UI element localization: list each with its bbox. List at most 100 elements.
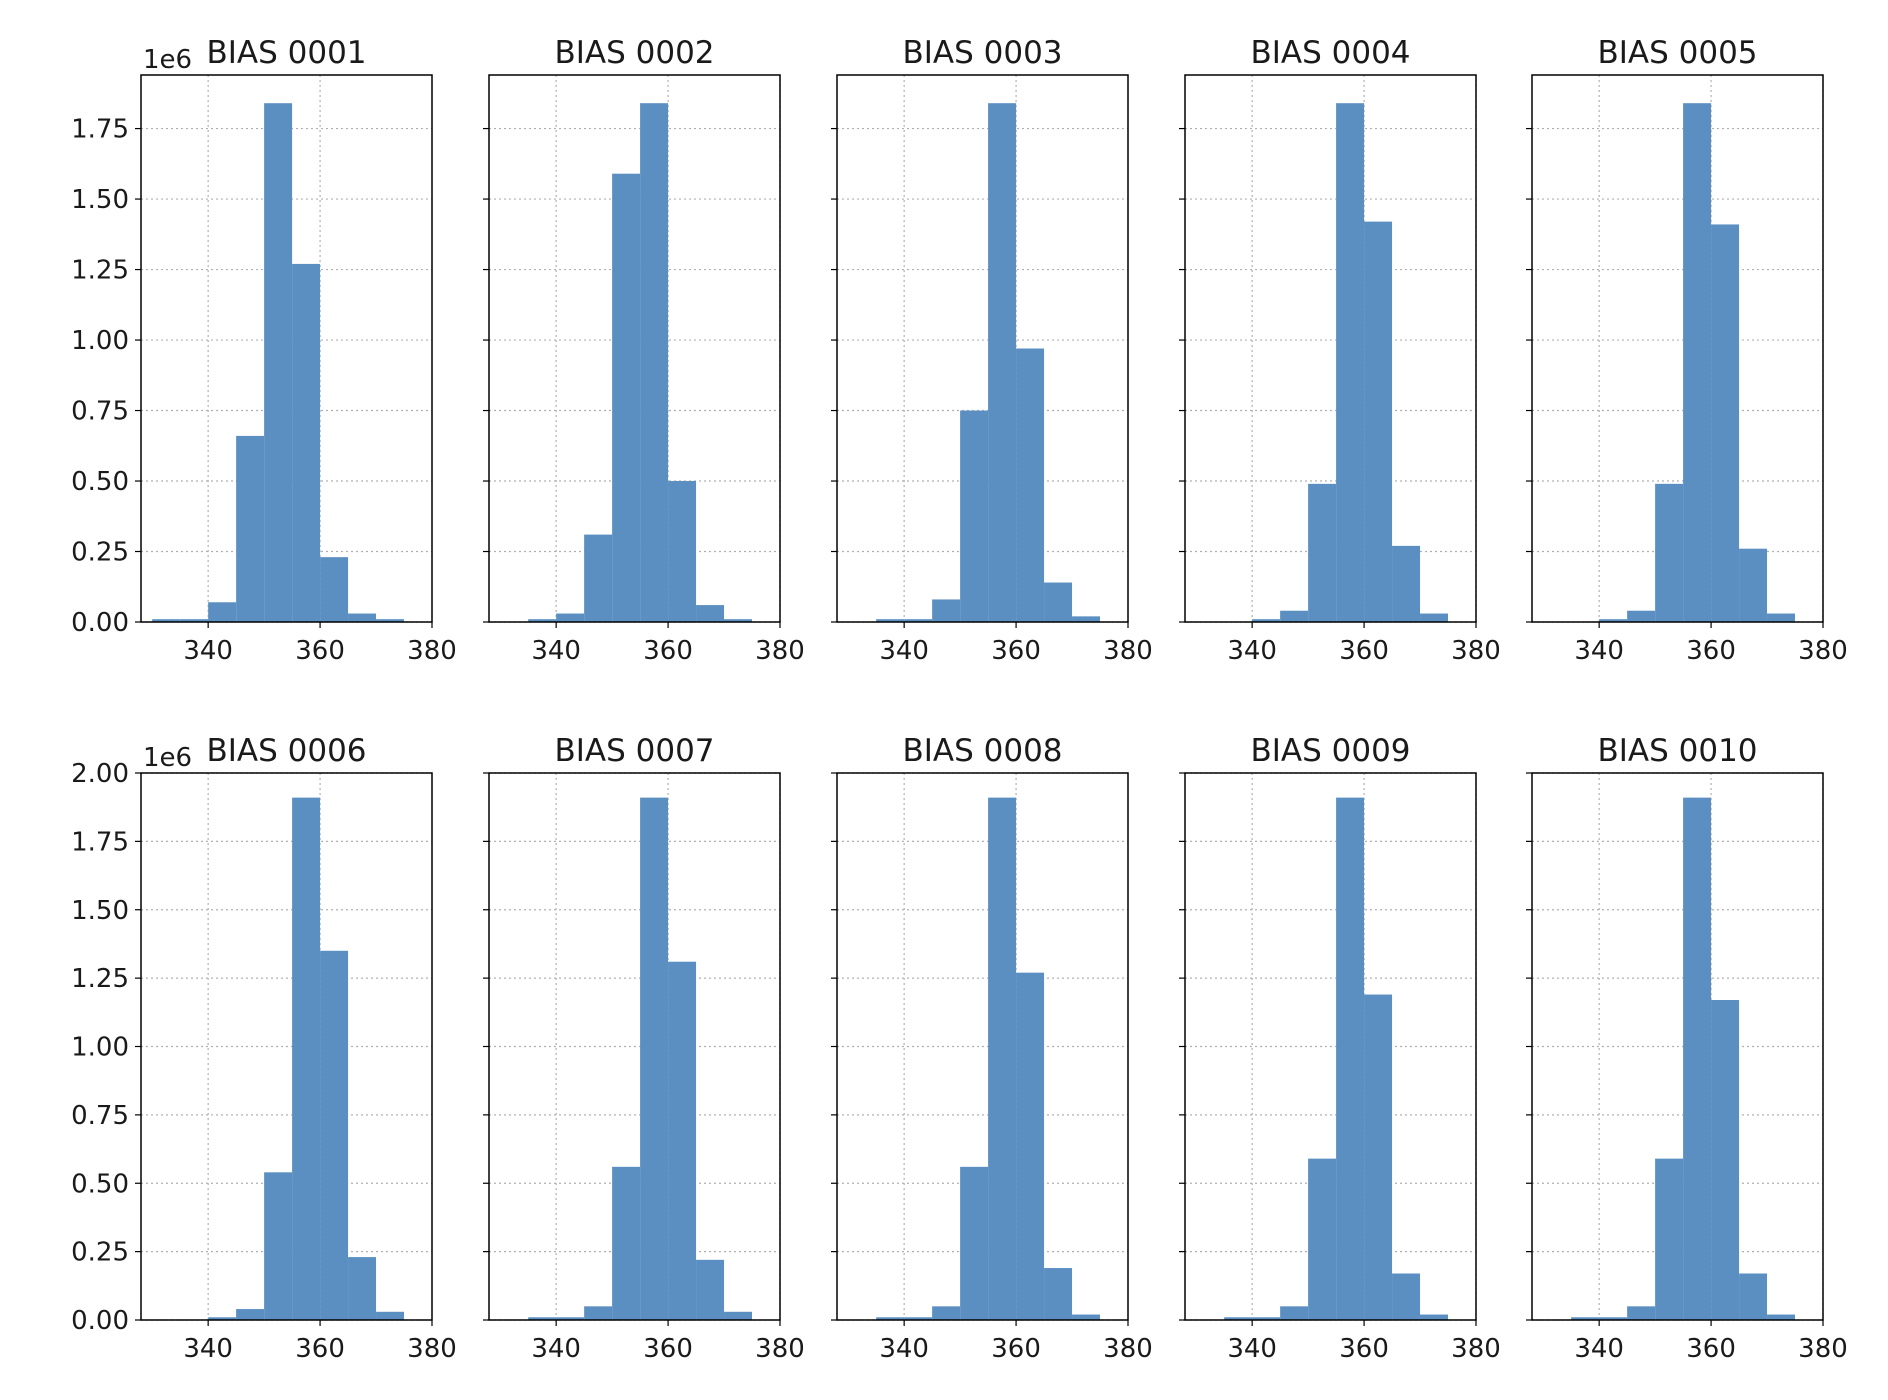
x-tick-label: 340: [183, 636, 233, 666]
histogram-bar: [1711, 1000, 1740, 1320]
x-tick-label: 380: [1798, 1334, 1848, 1364]
histogram-bar: [236, 1309, 265, 1320]
histogram-panel-6: 340 360 380 0.00 0.25 0.50 0.75 1.00 1.25 1.50 1.7…: [71, 733, 457, 1364]
x-tick-label: 340: [1574, 636, 1624, 666]
histogram-bar: [1044, 582, 1073, 622]
histogram-bar: [668, 481, 697, 622]
histogram-panel-1: 340 360 380 0.00 0.25 0.50 0.75 1.00 1.25 1.50 1.7…: [71, 35, 457, 666]
x-tick-label: 340: [1227, 636, 1277, 666]
x-tick-label: 360: [991, 636, 1041, 666]
x-tick-label: 340: [183, 1334, 233, 1364]
panel-title: BIAS 0008: [902, 733, 1062, 769]
y-tick-label: 1.00: [71, 1033, 129, 1063]
x-tick-label: 340: [879, 1334, 929, 1364]
x-tick-label: 360: [643, 636, 693, 666]
y-tick-label: 0.25: [71, 1238, 129, 1268]
histogram-bar: [320, 950, 349, 1320]
histogram-bar: [1308, 483, 1337, 622]
y-tick-label: 2.00: [71, 759, 129, 789]
panel-title: BIAS 0009: [1250, 733, 1410, 769]
y-tick-label: 1.25: [71, 256, 129, 286]
histogram-panel-7: 340 360 380 BIAS 0007: [483, 733, 805, 1364]
x-tick-label: 380: [1103, 636, 1153, 666]
histogram-bar: [1420, 1314, 1449, 1320]
x-tick-label: 360: [1686, 636, 1736, 666]
histogram-bar: [1364, 221, 1393, 622]
histogram-bar: [988, 103, 1017, 623]
y-tick-label: 1.50: [71, 896, 129, 926]
y-tick-label: 1.75: [71, 827, 129, 857]
histogram-bar: [292, 797, 321, 1320]
y-tick-label: 1.00: [71, 326, 129, 356]
panel-title: BIAS 0010: [1597, 733, 1757, 769]
histogram-bar: [932, 599, 961, 622]
axes-frame: [1184, 74, 1477, 623]
x-tick-label: 360: [1339, 1334, 1389, 1364]
y-tick-label: 0.25: [71, 538, 129, 568]
histogram-bar: [264, 103, 293, 623]
histogram-bar: [640, 103, 669, 623]
histogram-bar: [264, 1172, 293, 1320]
histogram-bar: [1767, 1314, 1796, 1320]
histogram-bar: [932, 1306, 961, 1320]
histogram-bar: [1739, 1273, 1768, 1320]
histogram-bar: [904, 1317, 933, 1320]
histogram-bar: [208, 602, 237, 622]
x-tick-label: 360: [295, 636, 345, 666]
histogram-bar: [960, 1166, 989, 1320]
x-tick-label: 340: [531, 636, 581, 666]
histogram-bar: [1364, 994, 1393, 1320]
panel-title: BIAS 0007: [554, 733, 714, 769]
histogram-bar: [292, 263, 321, 622]
x-tick-label: 380: [1798, 636, 1848, 666]
histogram-bar: [1044, 1268, 1073, 1320]
histogram-bar: [1599, 1317, 1628, 1320]
histogram-bar: [1016, 972, 1045, 1320]
histogram-bar: [1599, 619, 1628, 622]
histogram-bar: [1392, 1273, 1421, 1320]
histogram-bar: [320, 557, 349, 622]
histogram-bar: [1655, 483, 1684, 622]
histogram-bar: [1627, 610, 1656, 622]
histogram-panel-4: 340 360 380 BIAS 0004: [1179, 35, 1501, 666]
histogram-bar: [348, 1257, 377, 1320]
histogram-bar: [1711, 224, 1740, 622]
histogram-bar: [876, 619, 905, 622]
histogram-bar: [208, 1317, 237, 1320]
histogram-bar: [1767, 613, 1796, 622]
y-tick-label: 0.00: [71, 1306, 129, 1336]
histogram-bar: [376, 1311, 405, 1320]
axes-frame: [836, 74, 1129, 623]
x-tick-label: 380: [407, 1334, 457, 1364]
histogram-bar: [1072, 616, 1101, 622]
x-tick-label: 380: [755, 636, 805, 666]
histogram-bar: [696, 1259, 725, 1320]
x-tick-label: 380: [755, 1334, 805, 1364]
x-tick-label: 360: [1339, 636, 1389, 666]
histogram-bar: [1308, 1158, 1337, 1320]
histogram-bar: [584, 1306, 613, 1320]
histogram-bar: [152, 619, 181, 622]
x-tick-label: 340: [879, 636, 929, 666]
histogram-bar: [988, 797, 1017, 1320]
x-tick-label: 380: [407, 636, 457, 666]
x-tick-label: 340: [531, 1334, 581, 1364]
histogram-bar: [180, 619, 209, 622]
histogram-bar: [376, 619, 405, 622]
axes-frame: [140, 74, 433, 623]
x-tick-label: 380: [1451, 1334, 1501, 1364]
histogram-panel-2: 340 360 380 BIAS 0002: [483, 35, 805, 666]
axes-frame: [1531, 74, 1824, 623]
histogram-bar: [1392, 545, 1421, 622]
histogram-bar: [904, 619, 933, 622]
histogram-bar: [612, 1166, 641, 1320]
histogram-bar: [1683, 103, 1712, 623]
axes-frame: [488, 74, 781, 623]
histogram-bar: [1224, 1317, 1253, 1320]
histogram-bar: [612, 173, 641, 623]
panel-title: BIAS 0002: [554, 35, 714, 71]
y-tick-label: 1.25: [71, 964, 129, 994]
histogram-panel-9: 340 360 380 BIAS 0009: [1179, 733, 1501, 1364]
x-tick-label: 380: [1451, 636, 1501, 666]
histogram-bar: [960, 410, 989, 622]
